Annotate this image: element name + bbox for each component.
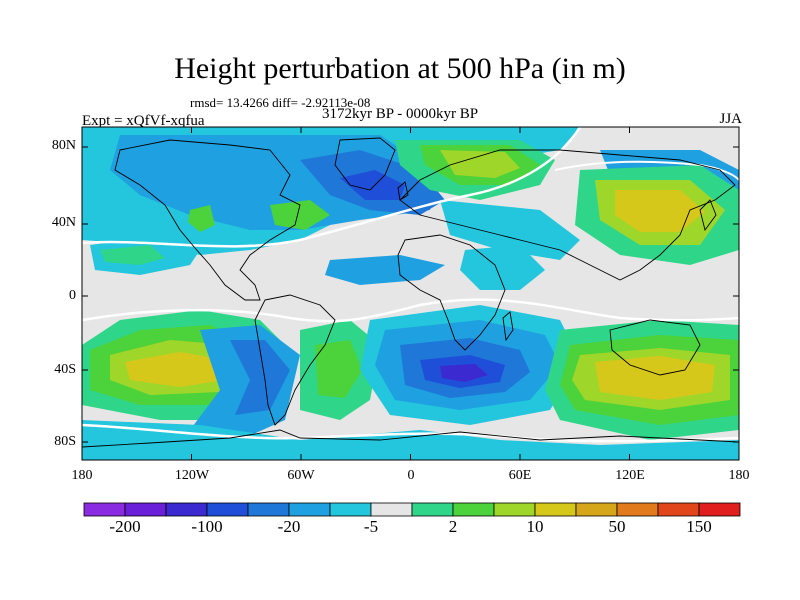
axis-ticks bbox=[81, 127, 740, 460]
colorbar-box bbox=[616, 502, 659, 517]
colorbar-label: -100 bbox=[191, 517, 223, 536]
colorbar-box bbox=[452, 502, 495, 517]
field-region bbox=[440, 150, 520, 178]
colorbar-box bbox=[411, 502, 454, 517]
lon-label-60w: 60W bbox=[287, 468, 315, 483]
colorbar-label: 50 bbox=[608, 517, 626, 536]
contour-line bbox=[82, 127, 582, 248]
coastline-uk bbox=[397, 181, 409, 201]
coastline-africa bbox=[397, 234, 506, 351]
field-layer bbox=[82, 127, 739, 460]
field-region bbox=[340, 170, 405, 200]
colorbar-box bbox=[83, 502, 126, 517]
colorbar-box bbox=[165, 502, 208, 517]
field-region bbox=[100, 245, 165, 265]
lon-label-180e: 180 bbox=[728, 468, 750, 483]
lon-label-120w: 120W bbox=[174, 468, 210, 483]
coastline-greenland bbox=[334, 137, 396, 191]
coastline-south-america bbox=[254, 294, 336, 426]
colorbar-label: -200 bbox=[109, 517, 141, 536]
field-region bbox=[82, 420, 739, 460]
colorbar-box bbox=[493, 502, 536, 517]
colorbar-label: -20 bbox=[277, 517, 301, 536]
colorbar-box bbox=[288, 502, 331, 517]
field-region bbox=[615, 190, 705, 232]
colorbar bbox=[83, 502, 741, 517]
field-region bbox=[460, 245, 545, 290]
field-region bbox=[440, 200, 580, 260]
lat-label-80s: 80S bbox=[54, 434, 76, 449]
coastline-japan bbox=[699, 199, 717, 232]
colorbar-label: 10 bbox=[526, 517, 544, 536]
experiment-label: Expt = xQfVf-xqfua bbox=[82, 113, 205, 129]
contour-line bbox=[82, 298, 739, 323]
lat-label-40s: 40S bbox=[54, 362, 76, 377]
lon-label-0: 0 bbox=[407, 468, 415, 483]
colorbar-box bbox=[370, 502, 413, 517]
field-region bbox=[188, 205, 215, 232]
coastline-europe-asia bbox=[399, 149, 736, 281]
field-region bbox=[440, 364, 488, 382]
field-region bbox=[125, 352, 225, 387]
colorbar-box bbox=[575, 502, 618, 517]
lon-label-120e: 120E bbox=[615, 468, 645, 483]
colorbar-box bbox=[657, 502, 700, 517]
colorbar-box bbox=[698, 502, 741, 517]
season-label: JJA bbox=[719, 111, 742, 127]
lat-label-40n: 40N bbox=[51, 215, 76, 230]
coastlines bbox=[82, 137, 739, 448]
period-label: 3172kyr BP - 0000kyr BP bbox=[322, 106, 479, 122]
coastline-australia bbox=[609, 319, 701, 376]
contour-line bbox=[554, 160, 739, 181]
colorbar-label: -5 bbox=[363, 517, 379, 536]
contour-line bbox=[82, 423, 739, 443]
colorbar-box bbox=[206, 502, 249, 517]
field-region bbox=[315, 340, 362, 398]
colorbar-box bbox=[534, 502, 577, 517]
chart-title: Height perturbation at 500 hPa (in m) bbox=[174, 52, 626, 85]
colorbar-box bbox=[329, 502, 372, 517]
colorbar-label: 2 bbox=[448, 517, 458, 536]
lon-label-60e: 60E bbox=[508, 468, 532, 483]
colorbar-box bbox=[124, 502, 167, 517]
field-region bbox=[270, 200, 330, 230]
coastline-antarctica bbox=[82, 429, 739, 448]
stats-text: rmsd= 13.4266 diff= -2.92113e-08 bbox=[190, 95, 371, 110]
field-region bbox=[595, 356, 715, 400]
coastline-north-america bbox=[114, 139, 301, 301]
field-region bbox=[230, 340, 290, 415]
lat-label-0: 0 bbox=[69, 288, 76, 303]
lon-label-180w: 180 bbox=[71, 468, 93, 483]
colorbar-label: 150 bbox=[686, 517, 712, 536]
field-region bbox=[325, 255, 445, 285]
colorbar-box bbox=[247, 502, 290, 517]
lat-label-80n: 80N bbox=[51, 138, 76, 153]
coastline-madagascar bbox=[502, 311, 514, 342]
